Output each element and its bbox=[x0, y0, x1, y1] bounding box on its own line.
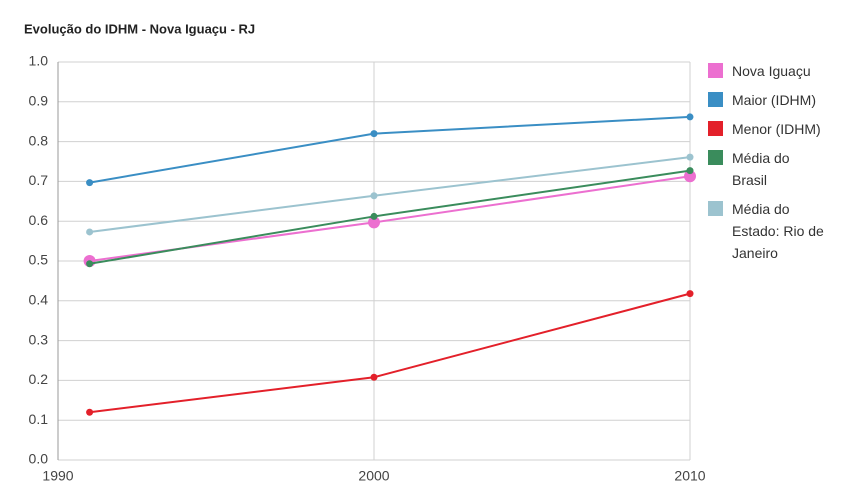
legend-label: Média do Estado: Rio de Janeiro bbox=[732, 201, 824, 261]
y-tick-label: 0.7 bbox=[29, 172, 49, 188]
data-point bbox=[686, 290, 694, 298]
y-tick-label: 1.0 bbox=[29, 53, 49, 69]
legend-item: Média do Brasil bbox=[708, 147, 828, 191]
legend-item: Menor (IDHM) bbox=[708, 118, 828, 140]
x-tick-label: 2000 bbox=[358, 468, 389, 484]
data-point bbox=[86, 228, 94, 236]
y-tick-label: 0.1 bbox=[29, 411, 49, 427]
y-tick-label: 0.6 bbox=[29, 212, 49, 228]
y-tick-label: 0.0 bbox=[29, 451, 49, 467]
data-point bbox=[370, 373, 378, 381]
series-line bbox=[89, 115, 691, 184]
legend-swatch bbox=[708, 121, 723, 136]
data-point bbox=[686, 167, 694, 175]
data-point bbox=[370, 192, 378, 200]
y-tick-label: 0.5 bbox=[29, 252, 49, 268]
legend-item: Nova Iguaçu bbox=[708, 60, 828, 82]
data-point bbox=[370, 212, 378, 220]
x-tick-label: 1990 bbox=[42, 468, 73, 484]
y-tick-label: 0.8 bbox=[29, 132, 49, 148]
legend-swatch bbox=[708, 201, 723, 216]
legend-item: Média do Estado: Rio de Janeiro bbox=[708, 198, 828, 264]
legend-item: Maior (IDHM) bbox=[708, 89, 828, 111]
series-line bbox=[89, 169, 691, 265]
legend-swatch bbox=[708, 92, 723, 107]
y-tick-label: 0.4 bbox=[29, 292, 49, 308]
y-tick-label: 0.9 bbox=[29, 93, 49, 109]
data-point bbox=[684, 170, 696, 183]
legend-label: Nova Iguaçu bbox=[732, 63, 811, 79]
series-line bbox=[89, 292, 691, 414]
data-point bbox=[86, 408, 94, 416]
data-point bbox=[368, 216, 380, 229]
data-point bbox=[686, 113, 694, 121]
y-tick-label: 0.2 bbox=[29, 371, 49, 387]
legend-label: Média do Brasil bbox=[732, 150, 790, 188]
x-tick-label: 2010 bbox=[674, 468, 705, 484]
legend-swatch bbox=[708, 150, 723, 165]
data-point bbox=[370, 130, 378, 138]
legend-label: Menor (IDHM) bbox=[732, 121, 821, 137]
legend-label: Maior (IDHM) bbox=[732, 92, 816, 108]
data-point bbox=[686, 153, 694, 161]
y-tick-label: 0.3 bbox=[29, 331, 49, 347]
chart-title: Evolução do IDHM - Nova Iguaçu - RJ bbox=[24, 21, 255, 36]
data-point bbox=[86, 260, 94, 268]
legend-swatch bbox=[708, 63, 723, 78]
legend: Nova Iguaçu Maior (IDHM) Menor (IDHM) Média… bbox=[708, 60, 828, 271]
data-point bbox=[86, 179, 94, 187]
